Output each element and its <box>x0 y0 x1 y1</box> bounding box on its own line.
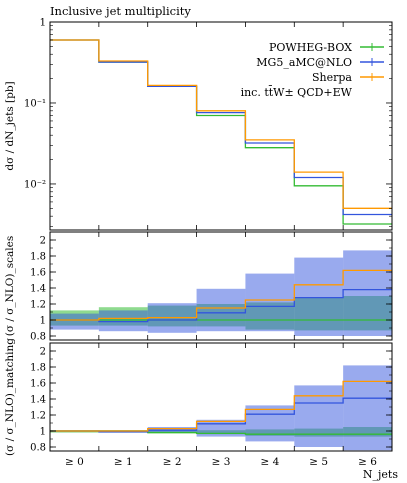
ratio-matching-ytick-label-4: 1.6 <box>30 379 46 390</box>
legend-entry-sherpa: Sherpa <box>312 71 352 84</box>
main-ylabel: dσ / dN_jets [pb] <box>4 81 16 170</box>
legend-entry-powheg: POWHEG-BOX <box>269 41 352 54</box>
xtick-label-3: ≥ 3 <box>212 456 231 468</box>
ratio-matching-ytick-label-2: 1.2 <box>30 411 46 422</box>
ratio-scales-mg5-band-5 <box>294 257 344 336</box>
ratio-matching-ylabel: (σ / σ_NLO)_matching <box>4 338 16 456</box>
ratio-scales-ytick-label-5: 1.8 <box>30 252 46 263</box>
main-ytick-label-2: 10⁻² <box>24 179 46 190</box>
ratio-matching-frame <box>49 342 393 452</box>
ratio-matching-ytick-label-1: 1 <box>40 427 46 438</box>
main-frame <box>49 21 393 231</box>
ratio-matching-ytick-label-5: 1.8 <box>30 363 46 374</box>
xtick-label-2: ≥ 2 <box>163 456 182 468</box>
ratio-matching-mg5-band-6 <box>343 365 392 451</box>
ratio-scales-sherpa-line <box>50 269 392 321</box>
legend-entry-mg5: MG5_aMC@NLO <box>256 56 352 69</box>
ratio-scales-mg5-band-4 <box>245 273 295 332</box>
ratio-matching-mg5-band-4 <box>245 405 295 442</box>
ratio-matching-mg5-band-5 <box>294 385 344 447</box>
ratio-scales-mg5-band-3 <box>196 288 246 332</box>
ratio-matching-ytick-label-3: 1.4 <box>30 395 46 406</box>
ratio-scales-mg5-band-0 <box>50 313 99 330</box>
ratio-scales-mg5-band-6 <box>343 250 392 336</box>
xtick-label-1: ≥ 1 <box>114 456 133 468</box>
xtick-label-6: ≥ 6 <box>358 456 377 468</box>
legend-note: inc. tt̄W± QCD+EW <box>241 86 353 99</box>
ratio-matching-mg5-line <box>50 397 392 433</box>
main-sherpa-line <box>50 39 392 209</box>
ratio-matching-ytick-label-0: 0.8 <box>30 443 46 454</box>
ratio-matching-mg5-band-3 <box>196 419 246 437</box>
chart-title: Inclusive jet multiplicity <box>50 4 191 18</box>
ratio-scales-ytick-label-1: 1 <box>40 316 46 327</box>
main-ytick-label-0: 1 <box>40 18 46 29</box>
xtick-label-4: ≥ 4 <box>260 456 279 468</box>
ratio-matching-sherpa-line <box>50 380 392 432</box>
ratio-scales-mg5-line <box>50 288 392 323</box>
ratio-scales-ytick-label-6: 2 <box>40 236 46 247</box>
ratio-scales-ytick-label-3: 1.4 <box>30 284 46 295</box>
ratio-scales-ytick-label-0: 0.8 <box>30 332 46 343</box>
xtick-label-0: ≥ 0 <box>65 456 84 468</box>
ratio-matching-ytick-label-6: 2 <box>40 347 46 358</box>
ratio-scales-mg5-band-1 <box>98 310 148 332</box>
main-ytick-label-1: 10⁻¹ <box>24 98 46 109</box>
xtick-label-5: ≥ 5 <box>309 456 328 468</box>
x-axis-label: N_jets <box>363 468 398 481</box>
ratio-scales-frame <box>49 231 393 341</box>
ratio-scales-ytick-label-2: 1.2 <box>30 300 46 311</box>
ratio-scales-ylabel: (σ / σ_NLO)_scales <box>4 236 16 337</box>
ratio-scales-ytick-label-4: 1.6 <box>30 268 46 279</box>
main-mg5-line <box>50 39 392 216</box>
